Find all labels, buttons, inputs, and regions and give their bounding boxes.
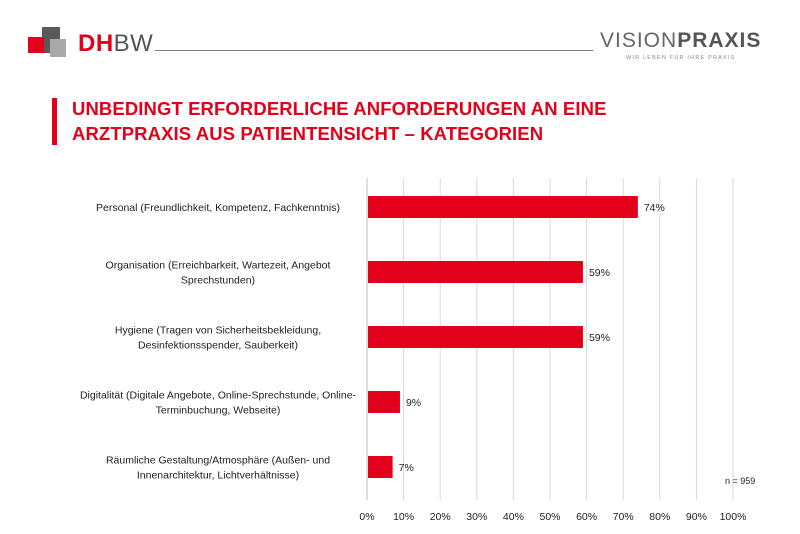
x-tick-label: 20% — [430, 511, 451, 523]
bar — [368, 261, 583, 283]
x-tick-label: 100% — [720, 511, 747, 523]
category-label: Desinfektionsspender, Sauberkeit) — [138, 340, 298, 352]
header-divider — [155, 50, 593, 51]
value-label: 7% — [399, 462, 414, 474]
page-title: UNBEDINGT ERFORDERLICHE ANFORDERUNGEN AN… — [72, 96, 752, 146]
category-label: Terminbuchung, Webseite) — [156, 405, 281, 417]
category-label: Organisation (Erreichbarkeit, Wartezeit,… — [106, 260, 331, 272]
x-tick-label: 70% — [613, 511, 634, 523]
category-label: Digitalität (Digitale Angebote, Online-S… — [80, 390, 357, 402]
x-tick-label: 60% — [576, 511, 597, 523]
title-accent-bar — [52, 98, 57, 145]
visionpraxis-wordmark: VISIONPRAXIS — [600, 30, 760, 51]
category-label: Innenarchitektur, Lichtverhältnisse) — [137, 470, 299, 482]
value-label: 9% — [406, 397, 421, 409]
x-tick-label: 90% — [686, 511, 707, 523]
x-tick-label: 40% — [503, 511, 524, 523]
visionpraxis-logo[interactable]: VISIONPRAXIS WIR LEBEN FÜR IHRE PRAXIS — [600, 30, 760, 61]
category-label: Hygiene (Tragen von Sicherheitsbekleidun… — [115, 325, 321, 337]
vp-dark: PRAXIS — [677, 29, 762, 52]
bar — [368, 196, 638, 218]
category-label: Sprechstunden) — [181, 275, 255, 287]
dhbw-logo-mark-icon — [28, 27, 72, 61]
header: DHBW VISIONPRAXIS WIR LEBEN FÜR IHRE PRA… — [0, 0, 800, 80]
value-label: 59% — [589, 267, 610, 279]
x-tick-label: 80% — [649, 511, 670, 523]
x-tick-label: 10% — [393, 511, 414, 523]
bar — [368, 326, 583, 348]
bar — [368, 391, 400, 413]
logo-dh: DH — [78, 30, 114, 57]
title-line-1: UNBEDINGT ERFORDERLICHE ANFORDERUNGEN AN… — [72, 98, 607, 119]
x-tick-label: 50% — [539, 511, 560, 523]
bar — [368, 456, 393, 478]
x-tick-label: 0% — [359, 511, 374, 523]
title-line-2: ARZTPRAXIS AUS PATIENTENSICHT – KATEGORI… — [72, 123, 544, 144]
category-label: Personal (Freundlichkeit, Kompetenz, Fac… — [96, 202, 340, 214]
logo-bw: BW — [113, 30, 154, 57]
dhbw-logo[interactable]: DHBW — [28, 27, 153, 61]
value-label: 59% — [589, 332, 610, 344]
vp-light: VISION — [600, 29, 678, 52]
category-label: Räumliche Gestaltung/Atmosphäre (Außen- … — [106, 455, 330, 467]
dhbw-logo-text: DHBW — [78, 32, 153, 56]
x-tick-label: 30% — [466, 511, 487, 523]
visionpraxis-tagline: WIR LEBEN FÜR IHRE PRAXIS — [626, 55, 736, 61]
sample-size-label: n = 959 — [725, 476, 756, 486]
value-label: 74% — [644, 202, 665, 214]
